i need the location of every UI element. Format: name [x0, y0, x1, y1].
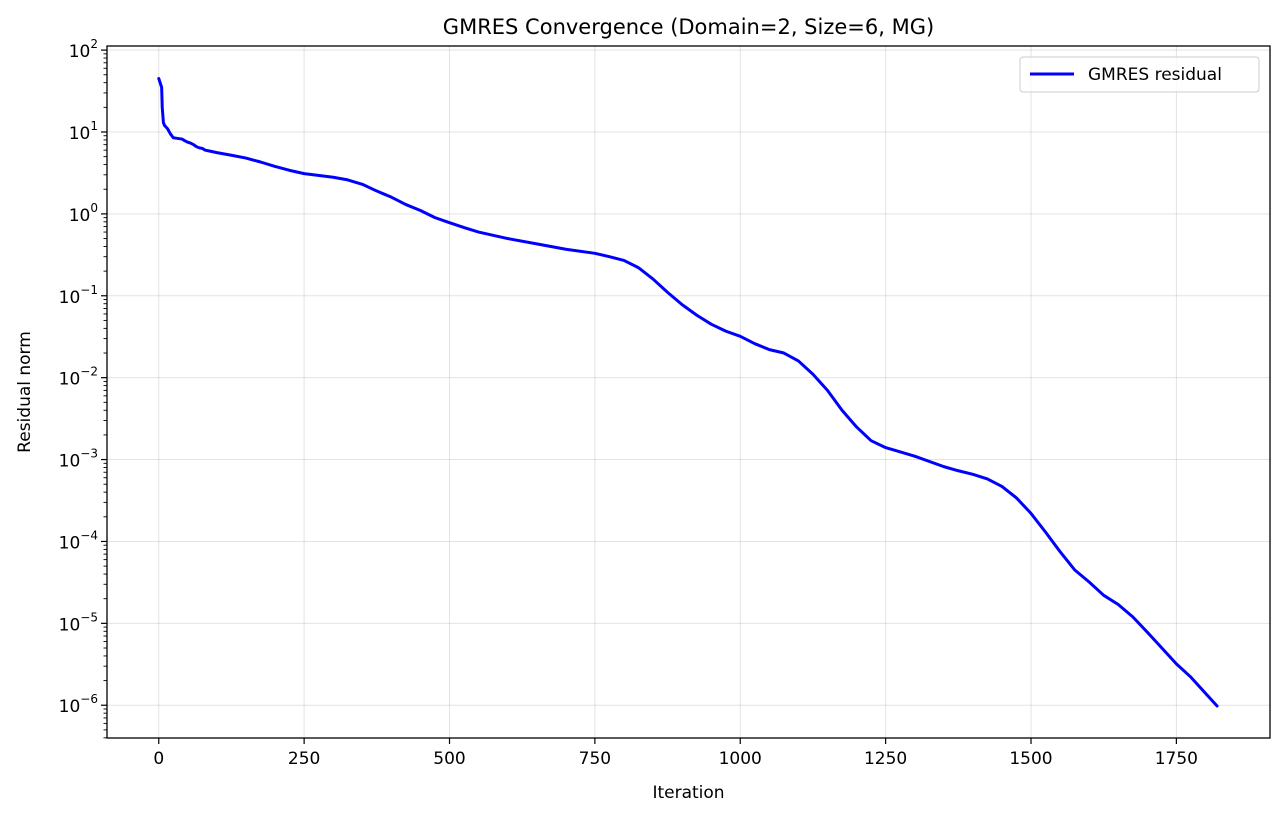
y-tick-label: 100 — [69, 201, 98, 226]
grid — [107, 46, 1270, 738]
x-tick-label: 0 — [153, 749, 164, 769]
series-line-gmres-residual — [157, 76, 1219, 708]
legend-label-gmres-residual: GMRES residual — [1088, 65, 1222, 85]
y-tick-label-base: 10 — [59, 370, 81, 390]
y-tick-label-base: 10 — [59, 697, 81, 717]
x-tick-label: 1250 — [864, 749, 907, 769]
y-tick-label: 101 — [69, 119, 98, 144]
y-tick-label-exponent: −2 — [80, 365, 98, 379]
y-tick-label: 10−2 — [59, 365, 98, 390]
y-tick-label-exponent: 1 — [90, 119, 98, 133]
y-tick-label-base: 10 — [59, 288, 81, 308]
chart-title: GMRES Convergence (Domain=2, Size=6, MG) — [443, 15, 934, 39]
y-tick-label-base: 10 — [69, 124, 91, 144]
x-axis-ticks: 0 250 500 750 1000 1250 1500 1750 — [153, 738, 1198, 769]
x-tick-label: 250 — [288, 749, 320, 769]
y-tick-label-exponent: −3 — [80, 447, 98, 461]
y-tick-label-base: 10 — [69, 42, 91, 62]
y-tick-label-exponent: −1 — [80, 283, 98, 297]
y-tick-label: 102 — [69, 37, 98, 62]
y-tick-label-base: 10 — [59, 615, 81, 635]
plot-area-frame — [106, 45, 1271, 739]
x-tick-label: 1750 — [1155, 749, 1198, 769]
y-tick-label-exponent: −5 — [80, 610, 98, 624]
y-tick-label: 10−6 — [59, 692, 98, 717]
x-axis-label: Iteration — [652, 783, 724, 803]
y-tick-label-base: 10 — [69, 206, 91, 226]
y-tick-label-base: 10 — [59, 533, 81, 553]
y-tick-label: 10−5 — [59, 610, 98, 635]
y-tick-label: 10−4 — [59, 528, 98, 553]
x-tick-label: 750 — [579, 749, 611, 769]
y-tick-label: 10−1 — [59, 283, 98, 308]
x-tick-label: 1500 — [1009, 749, 1052, 769]
x-tick-label: 500 — [433, 749, 465, 769]
y-tick-label-exponent: −6 — [80, 692, 98, 706]
y-tick-label-exponent: 0 — [90, 201, 98, 215]
y-axis-label: Residual norm — [15, 331, 35, 453]
y-tick-label-base: 10 — [59, 452, 81, 472]
y-tick-label-exponent: −4 — [80, 528, 98, 542]
y-tick-label-exponent: 2 — [90, 37, 98, 51]
legend-box — [1019, 56, 1260, 93]
series-layer — [157, 76, 1219, 708]
legend: GMRES residual — [1019, 56, 1260, 93]
y-tick-label: 10−3 — [59, 447, 98, 472]
x-tick-label: 1000 — [719, 749, 762, 769]
